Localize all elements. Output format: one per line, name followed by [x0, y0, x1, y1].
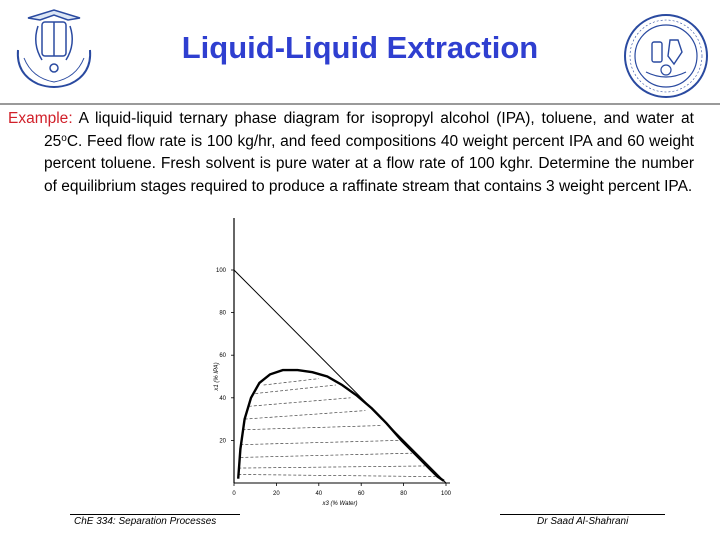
y-axis-label: x1 (% IPA) — [214, 362, 220, 391]
example-colon: : — [68, 110, 73, 127]
y-tick-label: 40 — [219, 396, 226, 402]
y-tick-label: 20 — [219, 438, 226, 444]
x-tick-label: 80 — [400, 491, 407, 497]
footer-rule-left — [70, 514, 240, 515]
y-tick-label: 60 — [219, 353, 226, 359]
seal-emblem-icon — [624, 14, 708, 98]
tie-line — [238, 474, 436, 477]
x-tick-label: 20 — [273, 491, 280, 497]
x-axis-label: x3 (% Water) — [322, 501, 358, 507]
tie-line — [242, 425, 383, 431]
x-tick-label: 60 — [358, 491, 365, 497]
tie-line — [238, 465, 425, 469]
example-label: Example — [8, 110, 69, 127]
chart-ticks: 0 20 40 60 80 100 20 40 60 80 100 — [216, 268, 452, 497]
problem-text-part1: A liquid-liquid ternary phase diagram fo… — [44, 110, 694, 150]
slide-title: Liquid-Liquid Extraction — [181, 30, 539, 65]
title-divider — [0, 103, 720, 105]
problem-text-part2: C. Feed flow rate is 100 kg/hr, and feed… — [44, 132, 694, 195]
degree-superscript: o — [61, 132, 67, 144]
tie-line — [244, 410, 366, 420]
department-seal — [624, 14, 708, 98]
binodal-curve — [237, 368, 445, 482]
x-tick-label: 100 — [441, 491, 452, 497]
ternary-phase-diagram: 0 20 40 60 80 100 20 40 60 80 100 x1 (% IPA) x3 (%… — [214, 218, 452, 507]
tie-line — [240, 452, 413, 458]
chart-axes — [233, 218, 450, 484]
x-tick-label: 40 — [315, 491, 322, 497]
y-tick-label: 100 — [216, 268, 227, 274]
footer-course: ChE 334: Separation Processes — [74, 516, 217, 527]
footer-author: Dr Saad Al-Shahrani — [537, 516, 629, 527]
footer-rule-right — [500, 514, 665, 515]
tie-line — [240, 440, 400, 446]
logo-emblem-icon — [16, 9, 92, 88]
x-tick-label: 0 — [232, 491, 236, 497]
tie-line — [248, 397, 351, 407]
tie-lines — [238, 378, 436, 477]
hypotenuse-line — [233, 269, 447, 484]
university-logo — [16, 9, 92, 88]
tie-line — [263, 378, 319, 386]
tie-line — [255, 384, 336, 394]
y-tick-label: 80 — [219, 311, 226, 317]
problem-statement: Example: A liquid-liquid ternary phase d… — [8, 108, 694, 212]
